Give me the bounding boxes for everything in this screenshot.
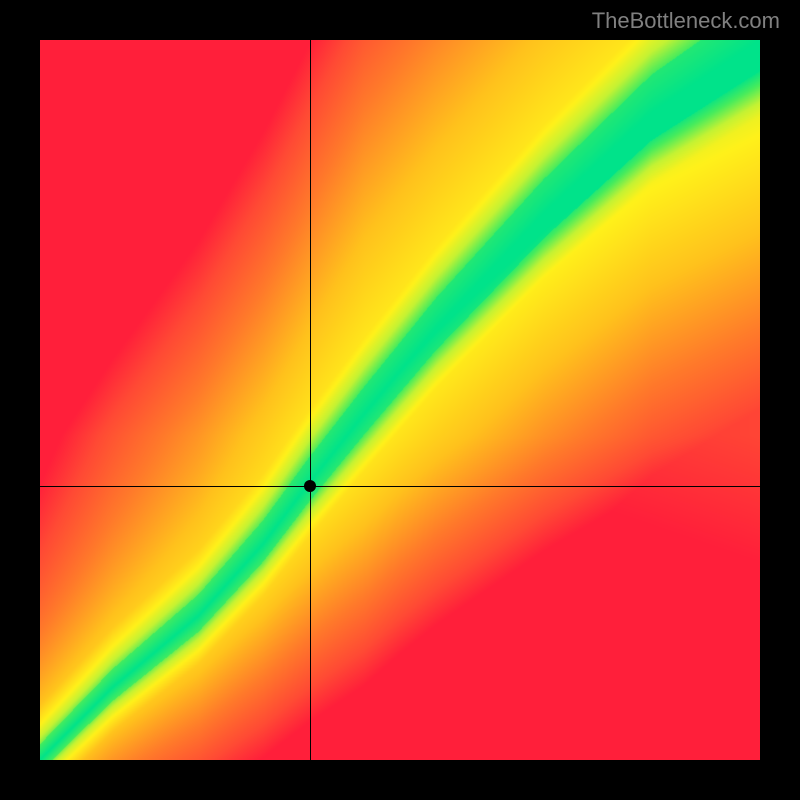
chart-container: TheBottleneck.com	[0, 0, 800, 800]
crosshair-horizontal	[40, 486, 760, 487]
heatmap-canvas	[40, 40, 760, 760]
plot-area	[40, 40, 760, 760]
data-point-marker	[304, 480, 316, 492]
crosshair-vertical	[310, 40, 311, 760]
watermark-label: TheBottleneck.com	[592, 8, 780, 34]
